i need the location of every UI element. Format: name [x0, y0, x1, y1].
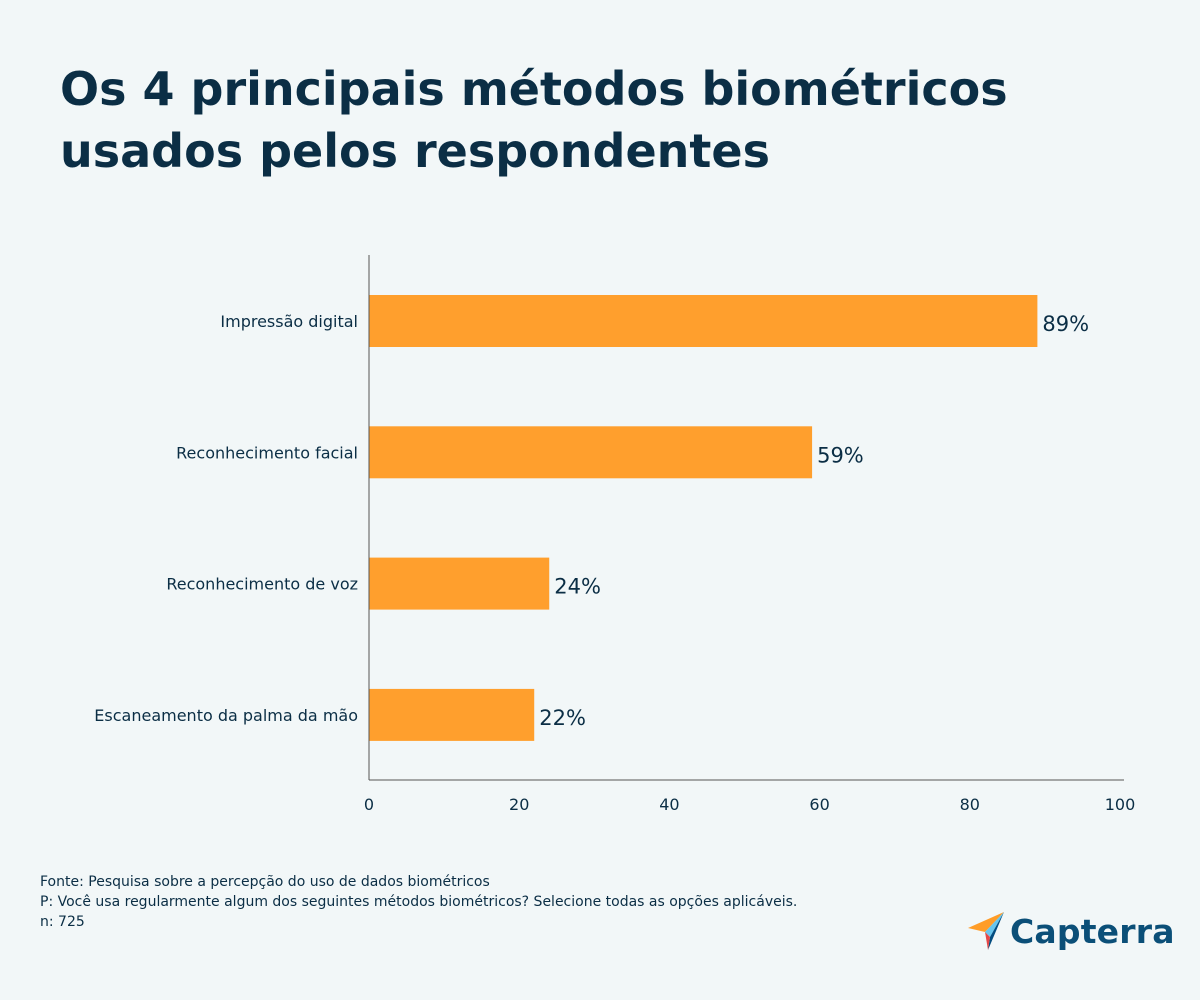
category-label: Reconhecimento facial: [176, 443, 358, 462]
capterra-logo: Capterra: [966, 906, 1175, 956]
x-tick-label: 100: [1105, 795, 1136, 814]
value-label: 59%: [817, 443, 864, 467]
source-note: Fonte: Pesquisa sobre a percepção do uso…: [40, 874, 490, 890]
x-tick-label: 0: [364, 795, 374, 814]
sample-size-note: n: 725: [40, 914, 85, 930]
x-axis-ticks: 0 20 40 60 80 100: [364, 795, 1135, 814]
x-tick-label: 60: [809, 795, 829, 814]
category-labels: Impressão digital Reconhecimento facial Re…: [94, 312, 358, 725]
chart-title-line-1: Os 4 principais métodos biométricos: [60, 62, 1008, 116]
chart-footer: Fonte: Pesquisa sobre a percepção do uso…: [40, 872, 940, 932]
capterra-arrow-icon: [968, 912, 1004, 950]
chart-title-line-2: usados pelos respondentes: [60, 124, 770, 178]
chart-title: Os 4 principais métodos biométricos usad…: [60, 58, 1140, 182]
value-label: 89%: [1042, 312, 1089, 336]
x-tick-label: 80: [960, 795, 980, 814]
value-labels: 89% 59% 24% 22%: [539, 312, 1089, 730]
x-tick-label: 40: [659, 795, 679, 814]
bars-group: [369, 295, 1038, 741]
bar-1: [369, 295, 1038, 347]
x-tick-label: 20: [509, 795, 529, 814]
bar-3: [369, 557, 550, 610]
category-label: Escaneamento da palma da mão: [94, 706, 358, 725]
value-label: 24%: [554, 575, 601, 599]
category-label: Reconhecimento de voz: [166, 575, 358, 594]
category-label: Impressão digital: [220, 312, 358, 331]
bar-2: [369, 426, 813, 479]
bar-chart: Impressão digital Reconhecimento facial Re…: [94, 255, 1135, 814]
value-label: 22%: [539, 706, 586, 730]
question-note: P: Você usa regularmente algum dos segui…: [40, 894, 798, 910]
capterra-logo-text: Capterra: [1010, 911, 1175, 951]
bar-4: [369, 688, 535, 741]
